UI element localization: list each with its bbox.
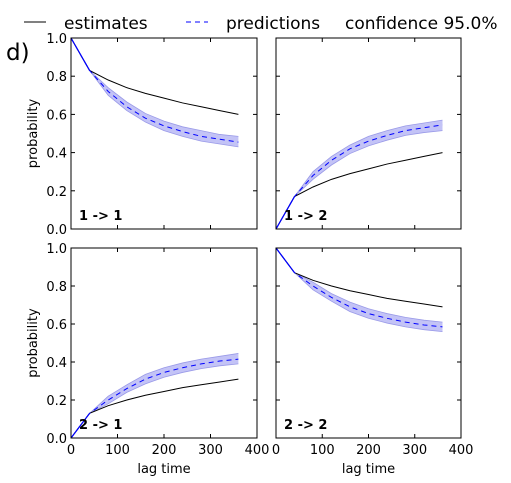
x-tick-label: 400 <box>449 443 474 458</box>
panel-title: 2 -> 2 <box>284 418 327 433</box>
panel-letter: d) <box>6 40 30 66</box>
estimates-line <box>70 378 239 439</box>
plot-frame <box>275 37 462 230</box>
y-tick-label: 0.8 <box>46 280 67 295</box>
confidence-band <box>71 353 239 438</box>
confidence-band <box>71 38 239 147</box>
x-tick-label: 0 <box>67 443 75 458</box>
predictions-line <box>70 358 239 439</box>
legend-predictions-label: predictions <box>226 14 320 34</box>
estimates-line <box>275 247 443 308</box>
confidence-lower-edge <box>275 130 443 230</box>
x-tick-label: 0 <box>272 443 280 458</box>
panel-title: 1 -> 2 <box>284 209 327 224</box>
predictions-line <box>70 37 239 143</box>
y-axis-label: probability <box>26 308 41 378</box>
x-tick-label: 100 <box>105 443 130 458</box>
y-tick-label: 0.0 <box>46 223 67 238</box>
x-tick-label: 300 <box>198 443 223 458</box>
predictions-initial-segment <box>275 247 295 274</box>
predictions-line <box>275 124 443 230</box>
y-tick-label: 1.0 <box>46 242 67 257</box>
x-tick-label: 300 <box>402 443 427 458</box>
confidence-lower-edge <box>275 247 443 332</box>
y-axis-label: probability <box>26 99 41 169</box>
y-tick-label: 0.8 <box>46 70 67 85</box>
x-tick-label: 200 <box>152 443 177 458</box>
predictions-initial-segment <box>275 196 296 230</box>
legend: estimates predictions confidence 95.0% <box>24 14 497 34</box>
panel-title: 1 -> 1 <box>79 209 122 224</box>
y-tick-label: 0.4 <box>46 356 67 371</box>
x-tick-label: 100 <box>310 443 335 458</box>
x-tick-label: 200 <box>356 443 381 458</box>
panel-title: 2 -> 1 <box>79 418 122 433</box>
subplot-3: 0.0 0.2 0.4 0.6 0.8 1.0 probability 0 100 200 300 4… <box>26 242 269 477</box>
subplots: 0.0 0.2 0.4 0.6 0.8 1.0 probability 1 -> 1 1 -> … <box>26 32 473 477</box>
predictions-initial-segment <box>70 37 91 71</box>
subplot-4: 0 100 200 300 400 lag time 2 -> 2 <box>272 247 474 477</box>
confidence-upper-edge <box>275 119 443 230</box>
plot-frame <box>70 37 258 230</box>
confidence-lower-edge <box>70 37 239 148</box>
y-tick-label: 1.0 <box>46 32 67 47</box>
predictions-initial-segment <box>70 412 91 439</box>
y-tick-label: 0.2 <box>46 185 67 200</box>
legend-estimates-label: estimates <box>64 14 148 34</box>
subplot-1: 0.0 0.2 0.4 0.6 0.8 1.0 probability 1 -> 1 <box>26 32 258 238</box>
estimates-line <box>275 152 443 230</box>
predictions-line <box>275 247 443 328</box>
confidence-lower-edge <box>70 363 239 439</box>
subplot-2: 1 -> 2 <box>275 37 462 230</box>
confidence-upper-edge <box>70 37 239 137</box>
y-tick-label: 0.0 <box>46 432 67 447</box>
x-axis-label: lag time <box>137 462 190 477</box>
confidence-upper-edge <box>275 247 443 323</box>
y-tick-label: 0.4 <box>46 147 67 162</box>
estimates-line <box>70 37 239 115</box>
y-tick-label: 0.6 <box>46 318 67 333</box>
x-axis-label: lag time <box>342 462 395 477</box>
confidence-band <box>276 120 443 229</box>
y-tick-label: 0.6 <box>46 108 67 123</box>
x-tick-label: 400 <box>245 443 270 458</box>
confidence-upper-edge <box>70 353 239 439</box>
legend-confidence-label: confidence 95.0% <box>345 14 497 34</box>
y-tick-label: 0.2 <box>46 394 67 409</box>
